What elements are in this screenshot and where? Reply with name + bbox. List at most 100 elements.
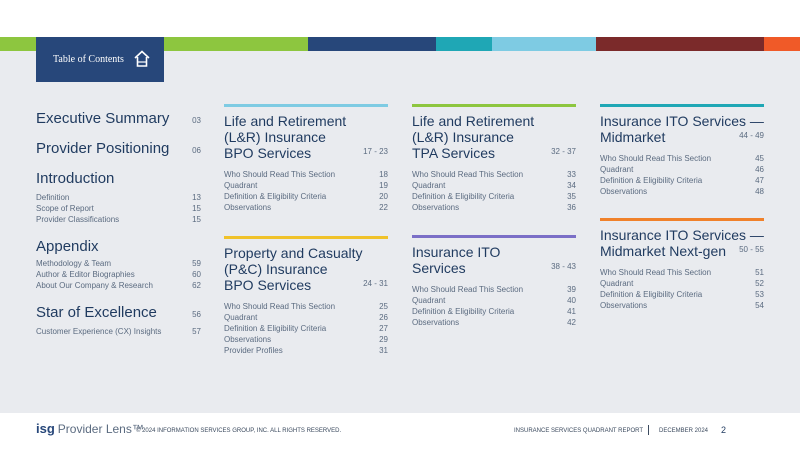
- toc-card-ito-midmarket[interactable]: Insurance ITO Services — Midmarket 44 - …: [600, 104, 764, 197]
- list-item[interactable]: Definition & Eligibility Criteria 53: [600, 289, 764, 300]
- toc-introduction[interactable]: Introduction: [36, 170, 201, 187]
- item-label: Definition: [36, 193, 70, 202]
- list-item[interactable]: Quadrant 34: [412, 180, 576, 191]
- card-page-range: 44 - 49: [739, 131, 764, 140]
- card-page-range: 32 - 37: [551, 147, 576, 156]
- title-line: Services: [412, 260, 466, 276]
- title-line: Midmarket: [600, 129, 666, 145]
- list-item[interactable]: Provider Classifications 15: [36, 214, 201, 225]
- copyright-text: © 2024 INFORMATION SERVICES GROUP, INC. …: [136, 428, 342, 434]
- introduction-list: Definition 13 Scope of Report 15 Provider …: [36, 192, 201, 225]
- list-item[interactable]: Provider Profiles 31: [224, 345, 388, 356]
- card-list: Who Should Read This Section 51 Quadrant 5…: [600, 267, 764, 311]
- list-item[interactable]: Who Should Read This Section 18: [224, 169, 388, 180]
- card-title: Life and Retirement (L&R) Insurance TPA …: [412, 113, 576, 161]
- item-page: 47: [755, 176, 764, 185]
- list-item[interactable]: Definition & Eligibility Criteria 47: [600, 175, 764, 186]
- item-label: Methodology & Team: [36, 259, 112, 268]
- list-item[interactable]: Quadrant 52: [600, 278, 764, 289]
- item-page: 19: [379, 181, 388, 190]
- toc-card-lr-tpa[interactable]: Life and Retirement (L&R) Insurance TPA …: [412, 104, 576, 213]
- list-item[interactable]: Observations 22: [224, 202, 388, 213]
- item-label: Observations: [412, 203, 460, 212]
- list-item[interactable]: Customer Experience (CX) Insights 57: [36, 326, 201, 337]
- toc-star-of-excellence[interactable]: Star of Excellence 56: [36, 304, 201, 321]
- item-label: Quadrant: [224, 181, 258, 190]
- item-page: 20: [379, 192, 388, 201]
- item-page: 26: [379, 313, 388, 322]
- list-item[interactable]: Methodology & Team 59: [36, 258, 201, 269]
- list-item[interactable]: Definition & Eligibility Criteria 41: [412, 306, 576, 317]
- item-label: Quadrant: [412, 296, 446, 305]
- list-item[interactable]: Definition & Eligibility Criteria 27: [224, 323, 388, 334]
- list-item[interactable]: Observations 48: [600, 186, 764, 197]
- item-page: 51: [755, 268, 764, 277]
- item-label: Provider Classifications: [36, 215, 120, 224]
- list-item[interactable]: Definition & Eligibility Criteria 35: [412, 191, 576, 202]
- title-line: Insurance ITO Services —: [600, 113, 764, 129]
- list-item[interactable]: Quadrant 26: [224, 312, 388, 323]
- stripe-navy: [308, 37, 436, 51]
- item-page: 57: [192, 327, 201, 336]
- list-item[interactable]: Quadrant 19: [224, 180, 388, 191]
- list-item[interactable]: Who Should Read This Section 39: [412, 284, 576, 295]
- toc-provider-positioning[interactable]: Provider Positioning 06: [36, 140, 201, 157]
- section-title: Star of Excellence: [36, 304, 157, 321]
- toc-card-ito-services[interactable]: Insurance ITO Services 38 - 43 Who Shoul…: [412, 235, 576, 328]
- title-line: BPO Services: [224, 277, 312, 293]
- table-of-contents-tab[interactable]: Table of Contents: [36, 37, 164, 82]
- stripe-maroon: [596, 37, 764, 51]
- toc-tab-label: Table of Contents: [53, 54, 124, 65]
- toc-card-pc-bpo[interactable]: Property and Casualty (P&C) Insurance BP…: [224, 236, 388, 356]
- title-line: (L&R) Insurance: [412, 129, 514, 145]
- card-title: Insurance ITO Services — Midmarket Next-…: [600, 227, 764, 259]
- list-item[interactable]: Observations 29: [224, 334, 388, 345]
- item-label: Who Should Read This Section: [412, 285, 524, 294]
- list-item[interactable]: About Our Company & Research 62: [36, 280, 201, 291]
- list-item[interactable]: Who Should Read This Section 25: [224, 301, 388, 312]
- list-item[interactable]: Who Should Read This Section 45: [600, 153, 764, 164]
- item-label: Definition & Eligibility Criteria: [600, 176, 703, 185]
- card-accent-bar: [224, 104, 388, 107]
- list-item[interactable]: Observations 36: [412, 202, 576, 213]
- home-icon[interactable]: [134, 50, 150, 68]
- item-label: Definition & Eligibility Criteria: [224, 324, 327, 333]
- toc-left-column: Executive Summary 03 Provider Positionin…: [36, 110, 201, 337]
- list-item[interactable]: Quadrant 40: [412, 295, 576, 306]
- card-list: Who Should Read This Section 25 Quadrant 2…: [224, 301, 388, 356]
- item-page: 59: [192, 259, 201, 268]
- footer: isg Provider Lens™ © 2024 INFORMATION SE…: [0, 413, 800, 450]
- section-page: 06: [192, 146, 201, 155]
- title-line: (P&C) Insurance: [224, 261, 328, 277]
- toc-executive-summary[interactable]: Executive Summary 03: [36, 110, 201, 127]
- item-label: Who Should Read This Section: [600, 268, 712, 277]
- list-item[interactable]: Quadrant 46: [600, 164, 764, 175]
- list-item[interactable]: Who Should Read This Section 51: [600, 267, 764, 278]
- toc-card-ito-nextgen[interactable]: Insurance ITO Services — Midmarket Next-…: [600, 218, 764, 311]
- list-item[interactable]: Definition 13: [36, 192, 201, 203]
- list-item[interactable]: Definition & Eligibility Criteria 20: [224, 191, 388, 202]
- item-page: 22: [379, 203, 388, 212]
- list-item[interactable]: Observations 54: [600, 300, 764, 311]
- list-item[interactable]: Who Should Read This Section 33: [412, 169, 576, 180]
- list-item[interactable]: Author & Editor Biographies 60: [36, 269, 201, 280]
- section-page: 56: [192, 310, 201, 319]
- item-label: Who Should Read This Section: [224, 170, 336, 179]
- title-line: TPA Services: [412, 145, 495, 161]
- item-label: Author & Editor Biographies: [36, 270, 135, 279]
- item-label: Observations: [600, 187, 648, 196]
- title-line: (L&R) Insurance: [224, 129, 326, 145]
- card-list: Who Should Read This Section 18 Quadrant 1…: [224, 169, 388, 213]
- toc-appendix[interactable]: Appendix: [36, 238, 201, 255]
- item-label: Definition & Eligibility Criteria: [600, 290, 703, 299]
- item-page: 29: [379, 335, 388, 344]
- list-item[interactable]: Observations 42: [412, 317, 576, 328]
- toc-card-lr-bpo[interactable]: Life and Retirement (L&R) Insurance BPO …: [224, 104, 388, 213]
- card-list: Who Should Read This Section 45 Quadrant 4…: [600, 153, 764, 197]
- appendix-list: Methodology & Team 59 Author & Editor Bio…: [36, 258, 201, 291]
- card-accent-bar: [600, 104, 764, 107]
- item-label: Customer Experience (CX) Insights: [36, 327, 162, 336]
- list-item[interactable]: Scope of Report 15: [36, 203, 201, 214]
- isg-provider-lens-logo: isg Provider Lens™: [36, 421, 144, 436]
